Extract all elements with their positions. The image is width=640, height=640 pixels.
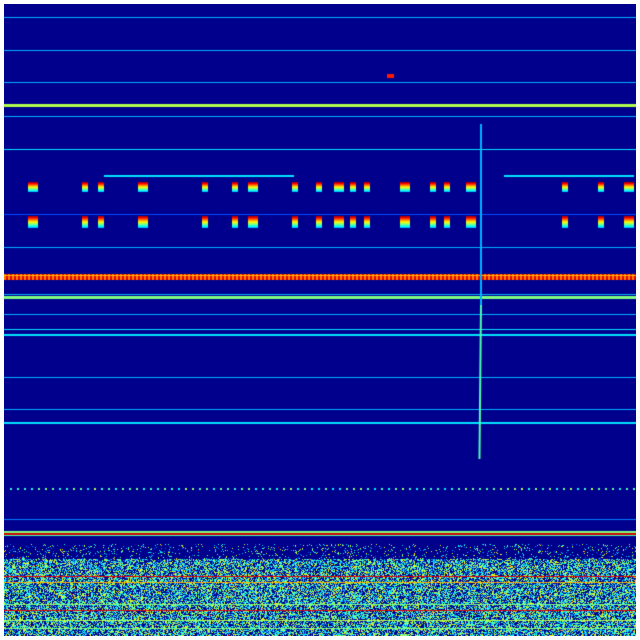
heatmap-frame: [0, 0, 640, 640]
spectrogram-canvas: [4, 4, 636, 636]
